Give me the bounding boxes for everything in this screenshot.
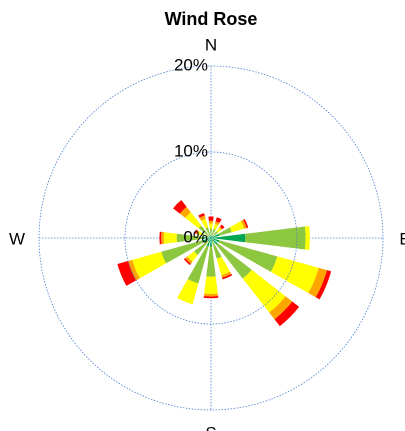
wind-sector <box>308 267 328 298</box>
wind-sector <box>185 256 193 264</box>
wind-sector <box>117 260 137 286</box>
wind-sector <box>229 221 245 233</box>
wind-sector <box>203 293 219 297</box>
wind-sector <box>201 218 209 229</box>
wind-sector <box>202 236 211 240</box>
wind-sector <box>211 233 246 243</box>
wind-sector <box>245 226 306 250</box>
wind-sector <box>208 235 211 238</box>
wind-sector <box>214 221 220 226</box>
wind-sector <box>212 241 222 259</box>
wind-sector <box>196 230 200 235</box>
chart-title: Wind Rose <box>165 9 258 29</box>
wind-sector <box>211 238 220 243</box>
wind-sector <box>218 226 223 231</box>
wind-sector <box>211 233 220 238</box>
wind-sector <box>211 238 214 243</box>
wind-sector <box>304 225 310 251</box>
wind-sector <box>270 256 319 294</box>
wind-sector <box>128 259 140 281</box>
wind-sector <box>187 245 209 284</box>
wind-sector <box>215 217 222 224</box>
wind-sector <box>216 243 252 279</box>
wind-sector <box>209 238 213 247</box>
wind-sector <box>218 227 232 236</box>
wind-sector <box>274 301 300 327</box>
r-tick-label: 0% <box>183 227 208 246</box>
wind-sector <box>221 271 232 278</box>
wind-sector <box>163 232 177 244</box>
wind-sector <box>212 231 218 237</box>
wind-sector <box>211 228 216 236</box>
direction-label: E <box>399 229 405 248</box>
wind-sector <box>177 279 199 305</box>
direction-label: N <box>205 35 217 54</box>
r-tick-label: 20% <box>174 55 208 74</box>
wind-sector <box>222 273 233 280</box>
wind-sector <box>240 219 247 229</box>
wind-sector <box>211 238 218 245</box>
wind-sector <box>194 240 209 255</box>
direction-label: W <box>9 229 25 248</box>
wind-sector <box>199 215 206 221</box>
wind-sector <box>159 231 162 245</box>
wind-sector <box>269 296 293 320</box>
wind-sector <box>208 216 214 221</box>
wind-sector <box>211 235 213 238</box>
wind-sector <box>216 256 231 276</box>
wind-sector <box>216 227 222 233</box>
wind-sector <box>218 240 278 272</box>
wind-sector <box>208 236 211 238</box>
wind-sector <box>315 270 332 300</box>
grid-circle <box>124 151 298 325</box>
wind-sector <box>205 227 211 236</box>
wind-sector <box>243 218 249 229</box>
wind-sector <box>201 233 209 238</box>
wind-sector <box>203 296 219 299</box>
wind-sector <box>173 200 187 214</box>
wind-sector <box>213 223 219 230</box>
wind-sector <box>161 240 204 264</box>
wind-sector <box>207 238 211 242</box>
wind-sector <box>208 220 214 224</box>
wind-sector <box>220 224 225 229</box>
wind-sector <box>179 206 191 218</box>
wind-sector <box>202 238 211 243</box>
wind-sector <box>204 276 218 294</box>
wind-sector <box>211 235 214 238</box>
wind-sector <box>176 233 203 243</box>
wind-sector <box>132 251 167 279</box>
wind-sector <box>185 212 202 229</box>
direction-label: S <box>205 423 216 431</box>
grid-circle <box>38 65 384 411</box>
wind-sector <box>210 235 212 238</box>
wind-sector <box>161 231 165 245</box>
wind-sector <box>209 228 213 236</box>
r-tick-label: 10% <box>174 141 208 160</box>
wind-sector <box>206 246 216 277</box>
wind-sector <box>198 213 205 218</box>
wind-sector <box>198 225 210 237</box>
wind-sector <box>209 223 213 229</box>
wind-sector <box>187 251 198 262</box>
wind-sector <box>183 258 191 266</box>
wind-sector <box>242 269 286 313</box>
wind-sector <box>206 238 211 247</box>
wind-sector <box>197 231 203 236</box>
wind-sector <box>209 235 211 238</box>
wind-sector <box>194 229 198 234</box>
